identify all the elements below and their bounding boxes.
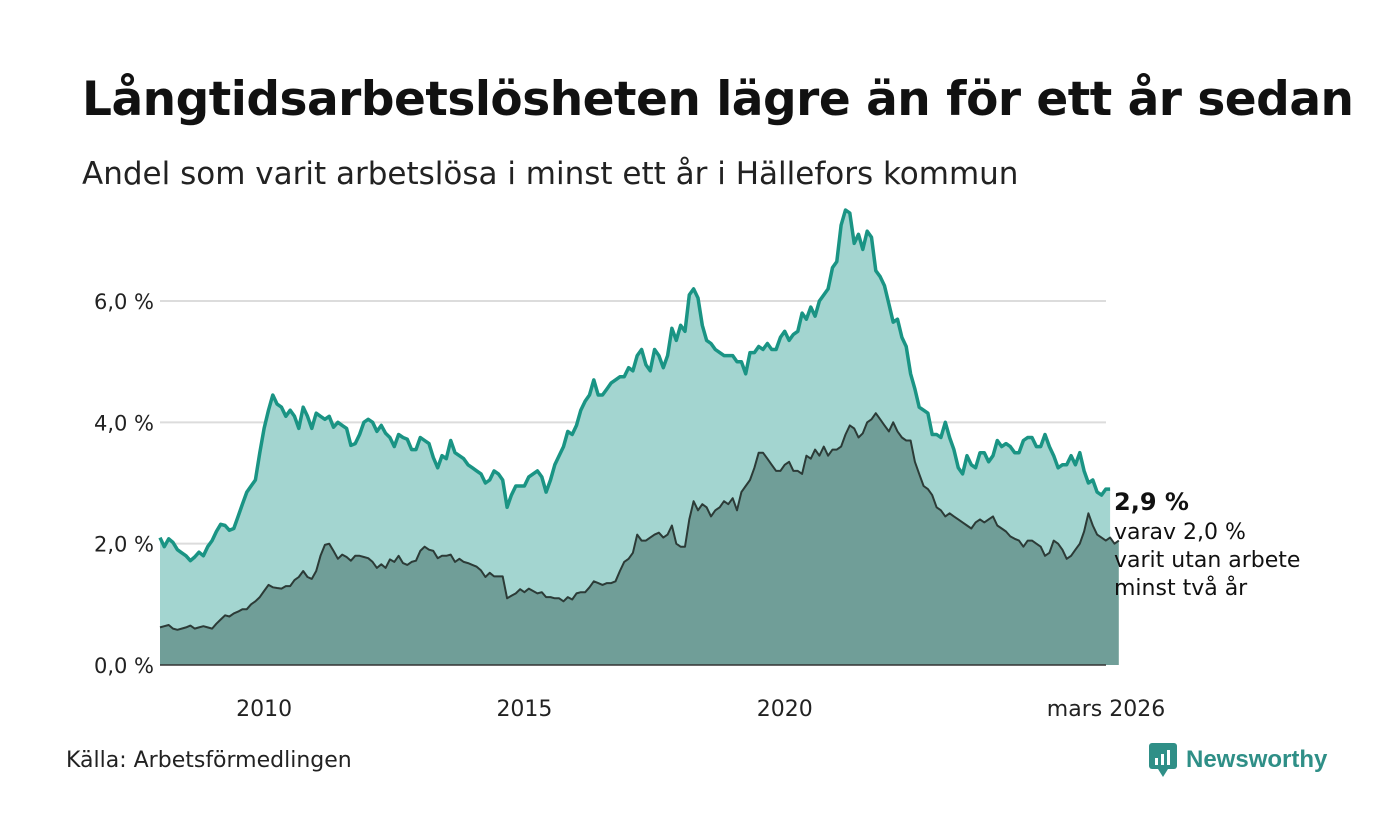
x-tick-label: mars 2026: [1047, 697, 1165, 722]
x-tick-label: 2020: [757, 697, 813, 722]
y-tick-label: 0,0 %: [94, 654, 154, 678]
y-axis-ticks: 0,0 % 2,0 % 4,0 % 6,0 %: [94, 290, 154, 678]
brand-name: Newsworthy: [1186, 746, 1328, 773]
current-value-label: 2,9 %: [1114, 488, 1189, 516]
x-tick-label: 2010: [236, 697, 292, 722]
brand-logo[interactable]: Newsworthy: [1148, 742, 1327, 778]
annotation-line: minst två år: [1114, 575, 1248, 601]
y-tick-label: 2,0 %: [94, 533, 154, 557]
y-tick-label: 6,0 %: [94, 290, 154, 314]
x-axis-ticks: 2010 2015 2020 mars 2026: [236, 697, 1165, 722]
chart-title: Långtidsarbetslösheten lägre än för ett …: [82, 72, 1354, 127]
annotation-line: varit utan arbete: [1114, 548, 1300, 573]
chart-subtitle: Andel som varit arbetslösa i minst ett å…: [82, 156, 1019, 192]
series-1-line: [158, 208, 1111, 563]
y-tick-label: 4,0 %: [94, 411, 154, 435]
series-areas: [158, 208, 1120, 665]
newsworthy-logo-icon: [1149, 743, 1177, 777]
source-note: Källa: Arbetsförmedlingen: [66, 748, 352, 773]
series-2-line: [159, 412, 1120, 631]
x-tick-label: 2015: [496, 697, 552, 722]
annotation-line: varav 2,0 %: [1114, 520, 1246, 545]
